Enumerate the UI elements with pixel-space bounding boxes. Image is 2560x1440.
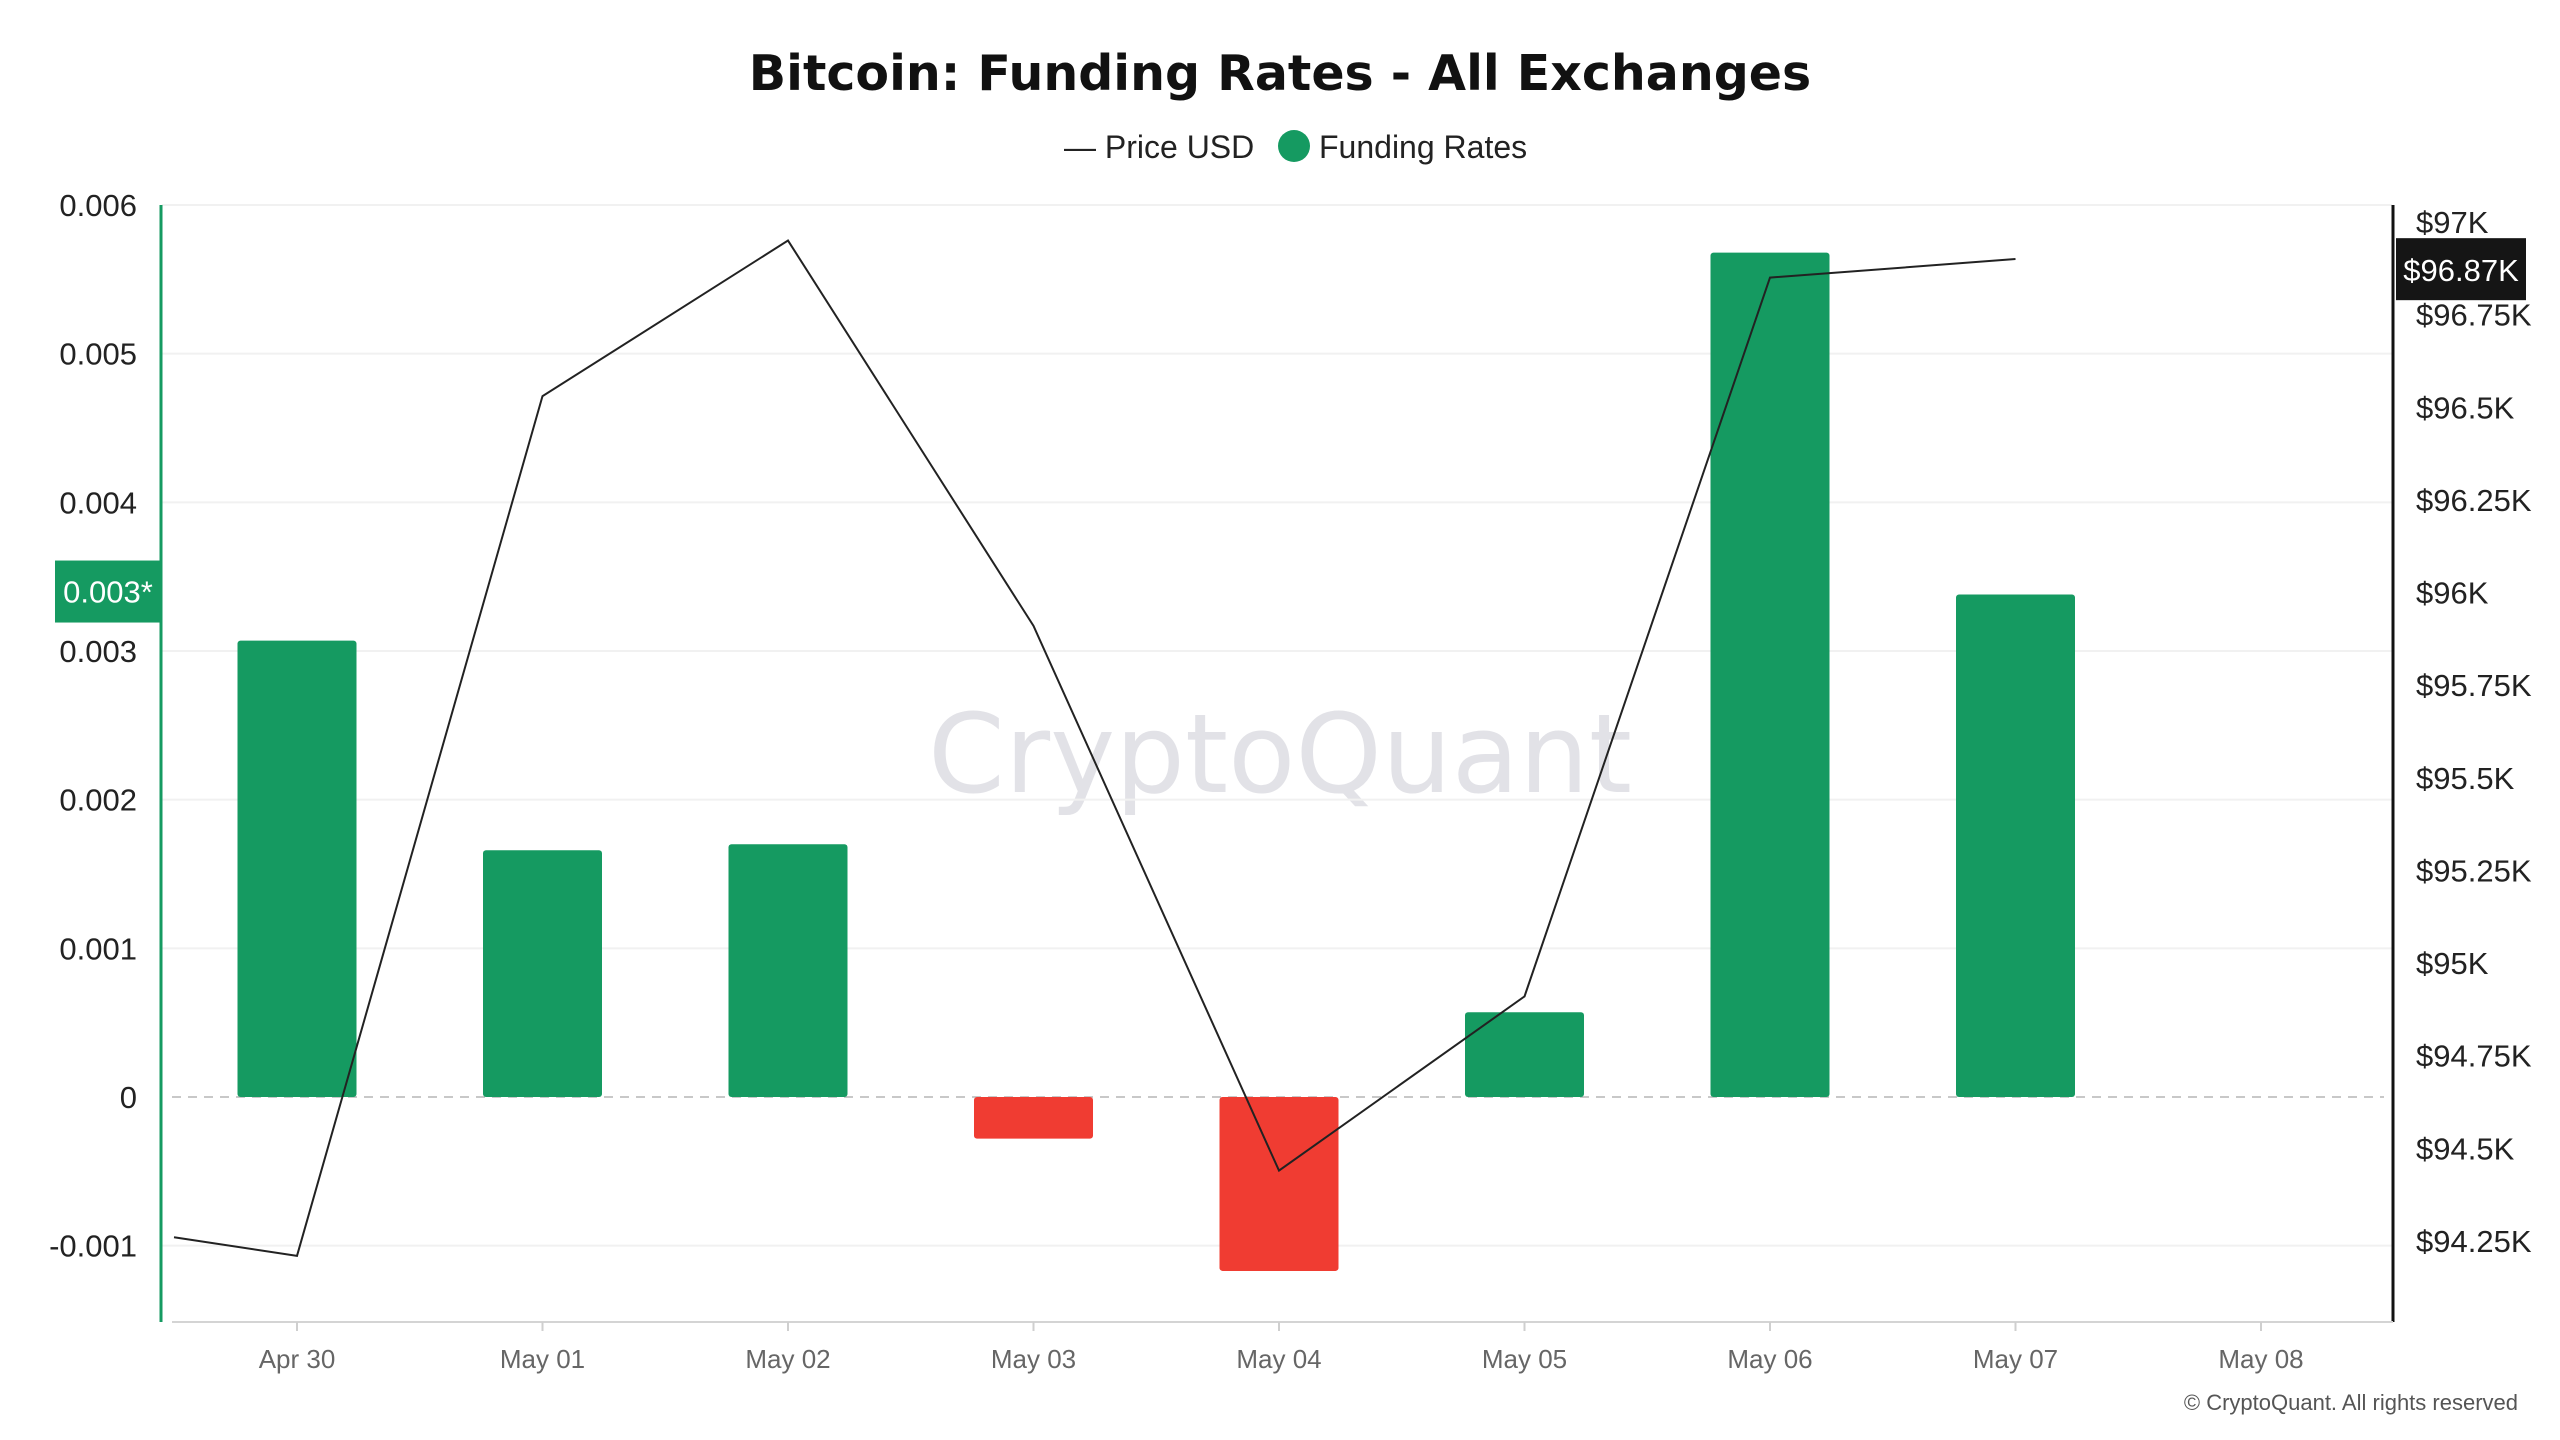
x-tick-label: May 07 (1973, 1344, 2058, 1374)
right-tick-label: $96.75K (2416, 298, 2532, 333)
right-tick-label: $95.75K (2416, 668, 2532, 703)
x-tick-label: May 08 (2218, 1344, 2303, 1374)
left-tick-label: 0.004 (59, 485, 137, 520)
x-tick-label: May 01 (500, 1344, 585, 1374)
x-tick-label: May 06 (1727, 1344, 1812, 1374)
tick-labels: 0.006 0.005 0.004 0.003 0.002 0.001 0 -0.001 $97… (49, 188, 2532, 1374)
right-tick-label: $95.25K (2416, 853, 2532, 888)
price-usd-line (173, 239, 2016, 1257)
left-tick-label: 0.002 (59, 783, 137, 818)
funding-rate-bar-may-04 (1219, 1097, 1339, 1271)
left-axis-badge (55, 560, 161, 623)
left-tick-label: 0.006 (59, 188, 137, 223)
legend: — Price USD Funding Rates (1064, 129, 1527, 165)
left-tick-label: 0.005 (59, 337, 137, 372)
left-tick-label: 0 (120, 1080, 137, 1115)
x-tick-label: May 02 (745, 1344, 830, 1374)
right-tick-label: $96.5K (2416, 390, 2515, 425)
funding-rate-bar-may-03 (974, 1097, 1093, 1139)
left-tick-label: -0.001 (49, 1229, 137, 1264)
chart-title: Bitcoin: Funding Rates - All Exchanges (749, 45, 1811, 102)
right-tick-label: $97K (2416, 205, 2489, 240)
funding-rate-bar-may-02 (728, 844, 848, 1097)
price-badge (2396, 238, 2526, 301)
left-tick-label: 0.001 (59, 931, 137, 966)
price-line-layer (173, 239, 2016, 1257)
right-tick-label: $96K (2416, 576, 2489, 611)
watermark-logo: CryptoQuant (928, 690, 1632, 818)
axis-badges: 0.003* $96.87K (55, 238, 2526, 623)
left-tick-label: 0.003 (59, 634, 137, 669)
right-tick-label: $96.25K (2416, 483, 2532, 518)
funding-rate-bar-may-07 (1956, 594, 2075, 1097)
right-tick-label: $94.75K (2416, 1039, 2532, 1074)
legend-item-funding-rates[interactable]: Funding Rates (1319, 129, 1527, 165)
right-tick-label: $95K (2416, 946, 2489, 981)
legend-item-price-usd[interactable]: — Price USD (1064, 129, 1254, 165)
price-badge-label: $96.87K (2403, 253, 2519, 288)
left-axis-badge-label: 0.003* (63, 575, 153, 610)
funding-rate-bar-may-05 (1465, 1012, 1584, 1097)
x-tick-label: May 05 (1482, 1344, 1567, 1374)
right-tick-label: $95.5K (2416, 761, 2515, 796)
legend-funding-rates-icon (1278, 130, 1310, 162)
right-tick-label: $94.5K (2416, 1131, 2515, 1166)
copyright-notice: © CryptoQuant. All rights reserved (2184, 1390, 2518, 1415)
x-tick-label: May 04 (1236, 1344, 1321, 1374)
x-tick-label: May 03 (991, 1344, 1076, 1374)
funding-rate-bars (237, 252, 2075, 1271)
funding-rate-bar-apr-30 (237, 640, 357, 1097)
funding-rate-bar-may-06 (1710, 252, 1830, 1097)
funding-rate-bar-may-01 (483, 850, 602, 1097)
right-tick-label: $94.25K (2416, 1224, 2532, 1259)
x-tick-label: Apr 30 (259, 1344, 336, 1374)
